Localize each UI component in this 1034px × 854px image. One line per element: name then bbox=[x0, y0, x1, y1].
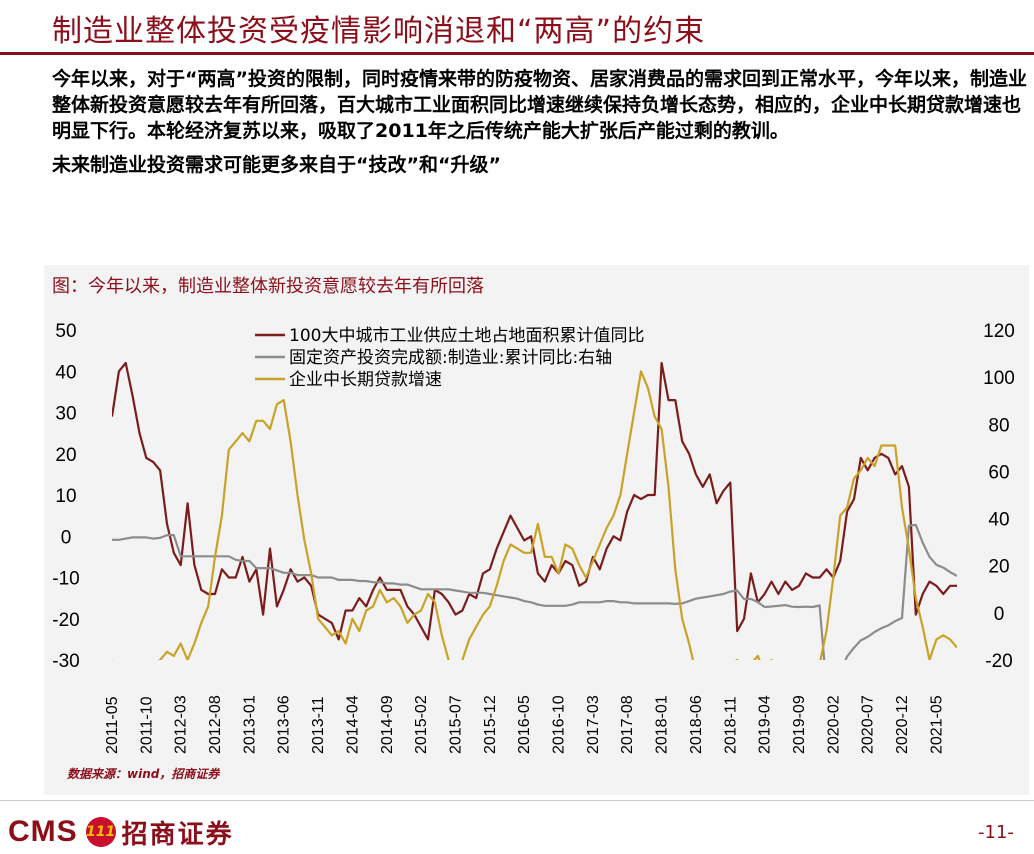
paragraph-outlook: 未来制造业投资需求可能更多来自于“技改”和“升级” bbox=[52, 154, 501, 176]
x-axis-tick-label: 2012-08 bbox=[207, 695, 224, 754]
logo-text: CMS bbox=[8, 815, 78, 848]
x-axis-tick-label: 2011-10 bbox=[138, 696, 155, 754]
x-axis-tick-label: 2019-09 bbox=[791, 695, 808, 754]
left-axis-tick-label: 20 bbox=[55, 445, 76, 466]
left-axis-tick-label: 0 bbox=[61, 527, 72, 548]
series-lines bbox=[112, 361, 957, 660]
x-axis-tick-label: 2013-11 bbox=[310, 696, 327, 754]
right-axis-tick-label: 0 bbox=[994, 604, 1005, 625]
x-axis-tick-label: 2015-02 bbox=[413, 695, 430, 754]
right-axis-ticks: 120 100 80 60 40 20 0 -20 bbox=[983, 321, 1015, 672]
x-axis-tick-label: 2020-12 bbox=[894, 695, 911, 754]
x-axis-tick-label: 2015-07 bbox=[447, 695, 464, 754]
right-axis-tick-label: 40 bbox=[988, 510, 1009, 531]
x-axis-tick-label: 2020-02 bbox=[825, 695, 842, 754]
series-line-1 bbox=[112, 361, 957, 641]
series-line-2 bbox=[112, 523, 957, 660]
cms-logo: CMS 111 招商证券 bbox=[8, 812, 234, 852]
page-number: -11- bbox=[978, 822, 1014, 843]
title-divider bbox=[0, 52, 1034, 55]
chart-legend: 100大中城市工业供应土地占地面积累计值同比固定资产投资完成额:制造业:累计同比… bbox=[255, 326, 644, 390]
x-axis-tick-label: 2016-05 bbox=[516, 695, 533, 754]
left-axis-tick-label: 50 bbox=[55, 321, 76, 342]
left-axis-tick-label: 10 bbox=[55, 486, 76, 507]
x-axis-tick-label: 2018-06 bbox=[688, 695, 705, 754]
right-axis-tick-label: -20 bbox=[985, 651, 1012, 672]
legend-label-3: 企业中长期贷款增速 bbox=[289, 370, 442, 390]
x-axis-tick-label: 2014-04 bbox=[344, 695, 361, 754]
x-axis-tick-label: 2018-01 bbox=[654, 695, 671, 754]
left-axis-tick-label: -30 bbox=[52, 651, 79, 672]
x-axis-tick-label: 2019-04 bbox=[757, 695, 774, 754]
legend-label-2: 固定资产投资完成额:制造业:累计同比:右轴 bbox=[289, 348, 612, 368]
paragraph-summary: 今年以来，对于“两高”投资的限制，同时疫情来带的防疫物资、居家消费品的需求回到正… bbox=[52, 68, 1027, 142]
x-axis-tick-label: 2016-10 bbox=[551, 695, 568, 754]
x-axis-tick-label: 2011-05 bbox=[104, 696, 121, 754]
page-title: 制造业整体投资受疫情影响消退和“两高”的约束 bbox=[52, 14, 706, 49]
right-axis-tick-label: 100 bbox=[983, 368, 1015, 389]
x-axis-tick-label: 2013-06 bbox=[276, 695, 293, 754]
right-axis-tick-label: 80 bbox=[988, 415, 1009, 436]
logo-emblem-icon: 111 bbox=[85, 817, 116, 847]
legend-label-1: 100大中城市工业供应土地占地面积累计值同比 bbox=[289, 326, 644, 346]
left-axis-tick-label: 30 bbox=[55, 404, 76, 425]
x-axis-tick-label: 2014-09 bbox=[379, 695, 396, 754]
left-axis-tick-label: 40 bbox=[55, 362, 76, 383]
x-axis-tick-label: 2013-01 bbox=[241, 695, 258, 754]
right-axis-tick-label: 60 bbox=[988, 462, 1009, 483]
left-axis-tick-label: -10 bbox=[52, 569, 79, 590]
data-source-note: 数据来源：wind，招商证券 bbox=[67, 767, 220, 781]
x-axis-tick-label: 2018-11 bbox=[722, 696, 739, 754]
x-axis-ticks: 2011-05 2011-10 2012-03 2012-08 2013-01 2013-… bbox=[104, 695, 945, 754]
x-axis-tick-label: 2015-12 bbox=[482, 695, 499, 754]
series-line-3 bbox=[112, 370, 957, 660]
x-axis-tick-label: 2020-07 bbox=[860, 695, 877, 754]
left-axis-ticks: 50 40 30 20 10 0 -10 -20 -30 bbox=[52, 321, 79, 672]
x-axis-tick-label: 2012-03 bbox=[173, 695, 190, 754]
right-axis-tick-label: 20 bbox=[988, 557, 1009, 578]
x-axis-tick-label: 2017-03 bbox=[585, 695, 602, 754]
x-axis-tick-label: 2021-05 bbox=[928, 695, 945, 754]
logo-emblem-text: 111 bbox=[86, 824, 116, 840]
logo-company-name: 招商证券 bbox=[121, 819, 234, 850]
left-axis-tick-label: -20 bbox=[52, 610, 79, 631]
figure-caption: 图：今年以来，制造业整体新投资意愿较去年有所回落 bbox=[52, 276, 484, 297]
x-axis-tick-label: 2017-08 bbox=[619, 695, 636, 754]
right-axis-tick-label: 120 bbox=[983, 321, 1015, 342]
footer-divider bbox=[0, 800, 1034, 801]
body-text: 今年以来，对于“两高”投资的限制，同时疫情来带的防疫物资、居家消费品的需求回到正… bbox=[52, 66, 1032, 178]
